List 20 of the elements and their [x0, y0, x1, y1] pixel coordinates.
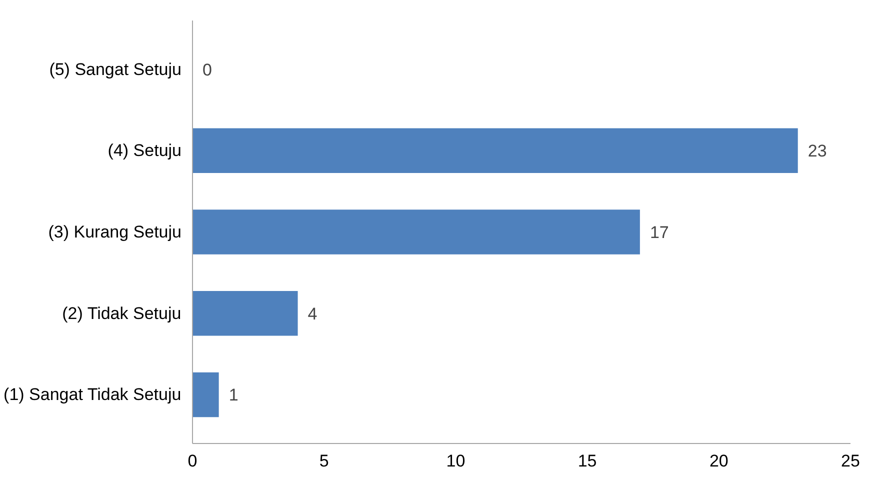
bar — [192, 290, 298, 336]
x-tick-label: 15 — [578, 452, 597, 470]
y-tick-label: (4) Setuju — [108, 141, 182, 160]
data-label: 17 — [650, 223, 669, 242]
data-label: 1 — [228, 386, 238, 405]
y-tick-label: (2) Tidak Setuju — [62, 304, 182, 323]
y-tick-label: (5) Sangat Setuju — [49, 60, 182, 79]
data-label: 4 — [308, 304, 318, 324]
x-tick-label: 0 — [188, 452, 198, 470]
data-label: 0 — [202, 60, 212, 80]
data-label: 23 — [808, 142, 827, 161]
x-tick-label: 25 — [841, 452, 860, 470]
y-tick-label: (1) Sangat Tidak Setuju — [4, 385, 182, 404]
y-tick-label: (3) Kurang Setuju — [48, 222, 182, 242]
x-tick-label: 5 — [319, 452, 329, 470]
bar — [192, 210, 640, 254]
bar — [192, 372, 219, 418]
x-tick-label: 10 — [446, 452, 466, 470]
x-tick-label: 20 — [709, 452, 728, 470]
bar — [192, 128, 798, 174]
